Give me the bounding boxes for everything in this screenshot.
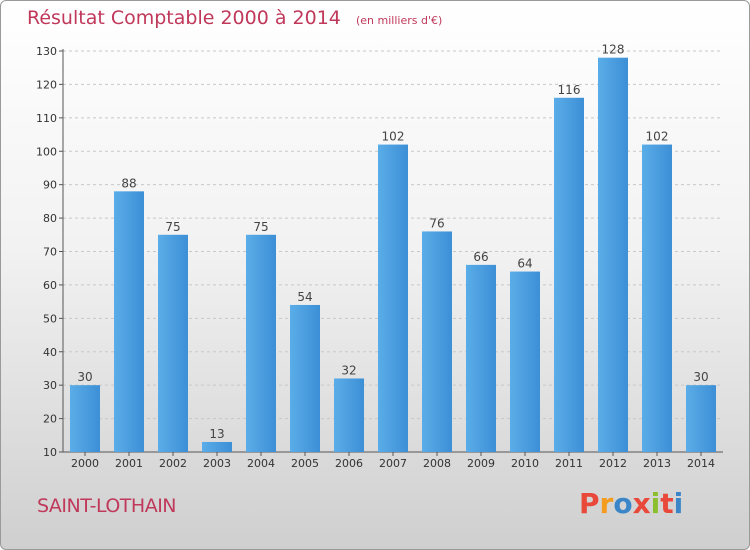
x-tick-label-2001: 2001 bbox=[115, 457, 143, 470]
town-name: SAINT-LOTHAIN bbox=[37, 495, 177, 517]
y-tick-labels: 10 20 30 40 50 60 70 80 90 100 110 120 130 bbox=[36, 45, 57, 459]
y-tick-label: 90 bbox=[43, 179, 57, 192]
bar-2005 bbox=[290, 304, 320, 452]
bar-2013 bbox=[642, 144, 672, 453]
bar-2004 bbox=[246, 234, 276, 452]
bar-2007 bbox=[378, 144, 408, 453]
bar-2009 bbox=[466, 264, 496, 452]
bar-2014 bbox=[686, 385, 716, 452]
title-row: Résultat Comptable 2000 à 2014 (en milli… bbox=[27, 7, 442, 29]
y-tick-label: 20 bbox=[43, 413, 57, 426]
y-tick-label: 50 bbox=[43, 312, 57, 325]
value-label-2013: 102 bbox=[646, 130, 669, 144]
bar-2008 bbox=[422, 231, 452, 452]
bar-2010 bbox=[510, 271, 540, 452]
value-label-2001: 88 bbox=[121, 176, 136, 190]
bar-2002 bbox=[158, 234, 188, 452]
logo-letter: o bbox=[613, 487, 633, 520]
value-labels: 30 88 75 13 75 54 32 102 76 66 64 116 128 102 30 bbox=[77, 43, 708, 441]
x-tick-label-2009: 2009 bbox=[467, 457, 495, 470]
value-label-2014: 30 bbox=[693, 370, 708, 384]
x-tick-label-2012: 2012 bbox=[599, 457, 627, 470]
x-tick-label-2011: 2011 bbox=[555, 457, 583, 470]
logo-letter: i bbox=[673, 487, 684, 520]
logo-letter: P bbox=[579, 487, 600, 520]
value-label-2002: 75 bbox=[165, 220, 180, 234]
bar-2006 bbox=[334, 378, 364, 452]
bar-2012 bbox=[598, 57, 628, 452]
y-tick-label: 30 bbox=[43, 379, 57, 392]
x-tick-label-2007: 2007 bbox=[379, 457, 407, 470]
y-tick-label: 100 bbox=[36, 145, 57, 158]
value-label-2010: 64 bbox=[517, 257, 532, 271]
logo-letter: x bbox=[632, 487, 651, 520]
x-tick-label-2014: 2014 bbox=[687, 457, 715, 470]
bar-2011 bbox=[554, 97, 584, 453]
x-tick-label-2013: 2013 bbox=[643, 457, 671, 470]
x-tick-label-2010: 2010 bbox=[511, 457, 539, 470]
x-tick-label-2004: 2004 bbox=[247, 457, 275, 470]
x-tick-label-2006: 2006 bbox=[335, 457, 363, 470]
value-label-2011: 116 bbox=[558, 83, 581, 97]
bar-2003 bbox=[202, 441, 232, 452]
y-tick-label: 130 bbox=[36, 45, 57, 58]
value-label-2003: 13 bbox=[209, 427, 224, 441]
value-label-2012: 128 bbox=[602, 43, 625, 57]
x-tick-label-2003: 2003 bbox=[203, 457, 231, 470]
value-label-2008: 76 bbox=[429, 216, 444, 230]
x-tick-label-2005: 2005 bbox=[291, 457, 319, 470]
y-tick-label: 120 bbox=[36, 78, 57, 91]
logo-letter: t bbox=[660, 487, 674, 520]
value-label-2006: 32 bbox=[341, 363, 356, 377]
chart-subtitle: (en milliers d'€) bbox=[355, 14, 443, 27]
logo-letter: i bbox=[650, 487, 661, 520]
logo-letter: r bbox=[599, 487, 614, 520]
x-tick-label-2002: 2002 bbox=[159, 457, 187, 470]
x-tick-label-2000: 2000 bbox=[71, 457, 99, 470]
proxiti-logo: Proxiti bbox=[579, 487, 683, 520]
y-tick-label: 10 bbox=[43, 446, 57, 459]
bar-2001 bbox=[114, 191, 144, 452]
chart-title: Résultat Comptable 2000 à 2014 bbox=[27, 7, 341, 29]
bars bbox=[70, 57, 716, 453]
bar-2000 bbox=[70, 385, 100, 452]
value-label-2004: 75 bbox=[253, 220, 268, 234]
x-tick-label-2008: 2008 bbox=[423, 457, 451, 470]
y-tick-label: 70 bbox=[43, 246, 57, 259]
value-label-2009: 66 bbox=[473, 250, 488, 264]
value-label-2005: 54 bbox=[297, 290, 312, 304]
value-label-2007: 102 bbox=[382, 130, 405, 144]
x-tick-labels: 2000 2001 2002 2003 2004 2005 2006 2007 2008 2009… bbox=[71, 457, 715, 470]
y-tick-label: 40 bbox=[43, 346, 57, 359]
y-tick-label: 110 bbox=[36, 112, 57, 125]
y-tick-label: 80 bbox=[43, 212, 57, 225]
value-label-2000: 30 bbox=[77, 370, 92, 384]
y-tick-label: 60 bbox=[43, 279, 57, 292]
